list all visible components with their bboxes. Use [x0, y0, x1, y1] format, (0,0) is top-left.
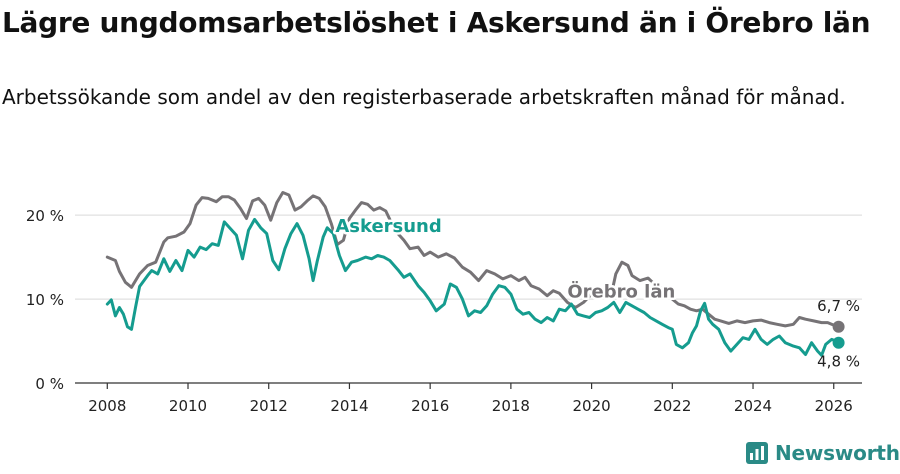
x-tick-label: 2014 [330, 397, 368, 415]
x-tick-label: 2024 [734, 397, 772, 415]
newsworthy-logo: Newsworthy [745, 441, 900, 465]
bar-chart-icon [746, 442, 768, 464]
end-point-orebro-lan [832, 320, 845, 333]
chart-subtitle: Arbetssökande som andel av den registerb… [2, 85, 846, 109]
x-tick-label: 2012 [250, 397, 288, 415]
series-label-askersund: Askersund [335, 216, 441, 237]
x-tick-label: 2008 [88, 397, 126, 415]
x-tick-label: 2018 [492, 397, 530, 415]
x-tick-label: 2010 [169, 397, 207, 415]
brand-name: Newsworthy [775, 441, 900, 465]
chart-title: Lägre ungdomsarbetslöshet i Askersund än… [2, 6, 871, 39]
y-tick-label: 20 % [26, 207, 64, 225]
y-tick-label: 0 % [35, 375, 64, 393]
x-tick-label: 2026 [815, 397, 853, 415]
x-tick-label: 2020 [573, 397, 611, 415]
series-line-askersund [105, 217, 841, 357]
end-value-label-orebro-lan: 6,7 % [817, 297, 860, 315]
y-tick-label: 10 % [26, 291, 64, 309]
x-tick-label: 2016 [411, 397, 449, 415]
series-line-orebro-lan [105, 191, 841, 329]
end-point-askersund [832, 336, 845, 349]
x-tick-label: 2022 [653, 397, 691, 415]
end-value-label-askersund: 4,8 % [817, 353, 860, 371]
series-label-orebro-lan: Örebro län [567, 280, 675, 302]
